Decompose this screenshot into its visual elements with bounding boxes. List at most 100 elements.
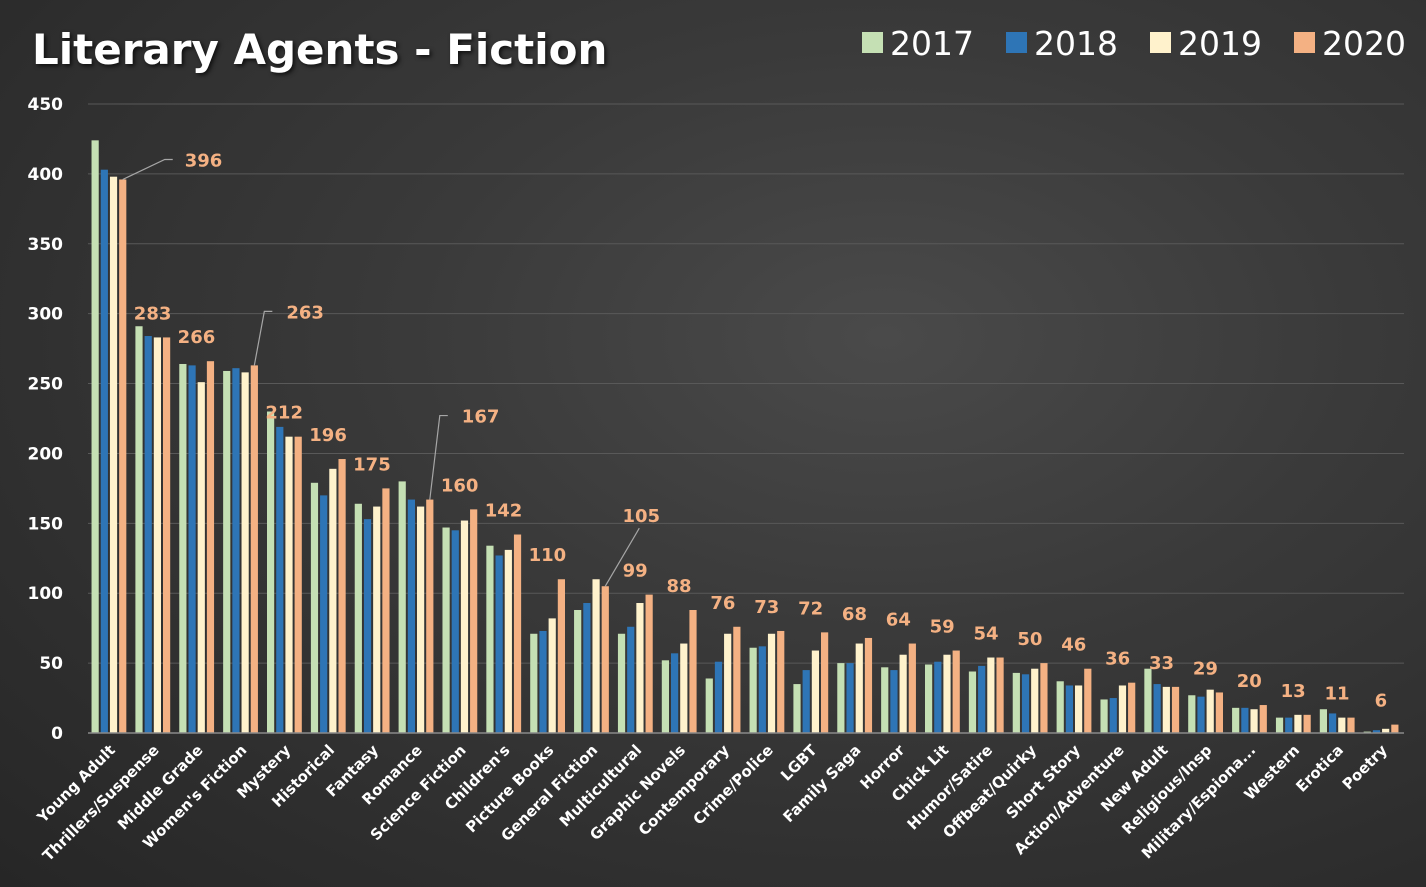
bar-2017 [223,370,231,733]
y-tick-label: 450 [28,95,64,115]
bar-2020 [864,637,873,733]
y-tick-label: 0 [51,724,63,744]
bar-2017 [968,671,977,733]
bar-2017 [1188,695,1196,733]
bar-2017 [310,482,319,733]
bar-2019 [1294,714,1302,733]
bar-2018 [627,626,635,733]
bar-2020 [645,594,653,733]
bar-2020 [1084,668,1092,733]
bar-2020 [821,632,829,733]
bar-2019 [943,654,951,733]
bar-2017 [925,664,933,733]
data-label: 76 [710,593,735,614]
bar-2019 [241,372,249,733]
bar-2019 [767,633,776,733]
bar-2020 [689,609,697,733]
gridlines [88,103,1404,664]
bar-2019 [1338,717,1346,733]
bar-group [1100,682,1136,733]
bar-group [354,488,390,733]
bar-2017 [1144,668,1152,733]
bar-2020 [733,626,741,733]
bar-2020 [1303,714,1311,733]
bar-2018 [1197,696,1205,733]
legend-swatch [1294,32,1315,53]
leader-line [604,527,640,587]
bar-2019 [548,618,556,733]
bar-2018 [1109,698,1117,733]
bar-group [1232,705,1267,733]
bar-2019 [1250,709,1258,733]
x-tick-label: Erotica [1292,741,1347,796]
data-label: 68 [842,604,867,625]
bar-2020 [1215,692,1223,733]
bar-2018 [846,663,854,733]
bar-2017 [267,411,275,733]
bar-2020 [952,650,960,733]
bar-group [1363,724,1399,733]
bar-2019 [724,633,732,733]
data-label: 167 [462,407,500,428]
data-label: 99 [623,561,648,582]
data-label: 6 [1375,691,1388,712]
x-tick-label: Crime/Police [689,741,776,828]
bar-2019 [153,337,161,733]
legend-swatch [862,32,883,53]
y-tick-label: 400 [28,165,64,185]
bar-2019 [1075,685,1083,733]
bar-2019 [680,643,688,733]
legend-label: 2017 [890,24,974,63]
legend: 2017 2018 2019 2020 [862,24,1406,63]
bar-group [486,534,522,733]
bar-2020 [908,643,916,733]
bar-2018 [714,661,723,733]
bar-group [749,630,785,733]
data-label: 36 [1105,649,1130,670]
bar-2018 [802,670,810,733]
bar-group [925,650,960,733]
bar-2020 [1171,686,1180,733]
bar-2019 [1162,686,1170,733]
bar-2018 [1372,730,1381,733]
bar-2018 [671,653,679,733]
data-label: 33 [1149,653,1174,674]
x-tick-label: Poetry [1339,741,1391,793]
bar-2018 [495,555,503,733]
bar-2020 [119,179,127,734]
data-label: 20 [1237,671,1262,692]
bar-2017 [661,660,669,733]
data-label: 50 [1017,629,1042,650]
bar-2020 [382,488,390,733]
bar-2020 [206,361,215,733]
bar-2020 [777,630,785,733]
legend-item-2018: 2018 [1006,24,1118,63]
bar-2017 [530,633,538,733]
bar-2017 [705,678,713,733]
bar-2018 [934,661,942,733]
bar-2019 [592,579,600,733]
bar-2017 [486,545,494,733]
bar-2017 [574,609,582,733]
bar-2018 [1065,685,1073,733]
bar-2019 [504,549,512,733]
leader-line [429,414,448,500]
bar-2020 [1040,663,1048,733]
bar-2017 [837,663,845,733]
legend-item-2020: 2020 [1294,24,1406,63]
bar-2018 [1241,707,1249,733]
bar-2018 [539,630,547,733]
legend-swatch [1150,32,1171,53]
bar-2019 [417,506,425,733]
y-axis: 0 50 100 150 200 250 300 350 400 450 [28,95,64,744]
chart-title: Literary Agents - Fiction [32,25,607,74]
bar-2019 [1031,668,1039,733]
legend-item-2017: 2017 [862,24,974,63]
bar-2018 [1285,717,1293,733]
data-label: 142 [485,501,523,522]
bar-2017 [442,527,450,733]
data-label: 73 [754,597,779,618]
bar-group [310,459,346,733]
data-label: 263 [286,302,324,323]
bar-2020 [513,534,522,733]
